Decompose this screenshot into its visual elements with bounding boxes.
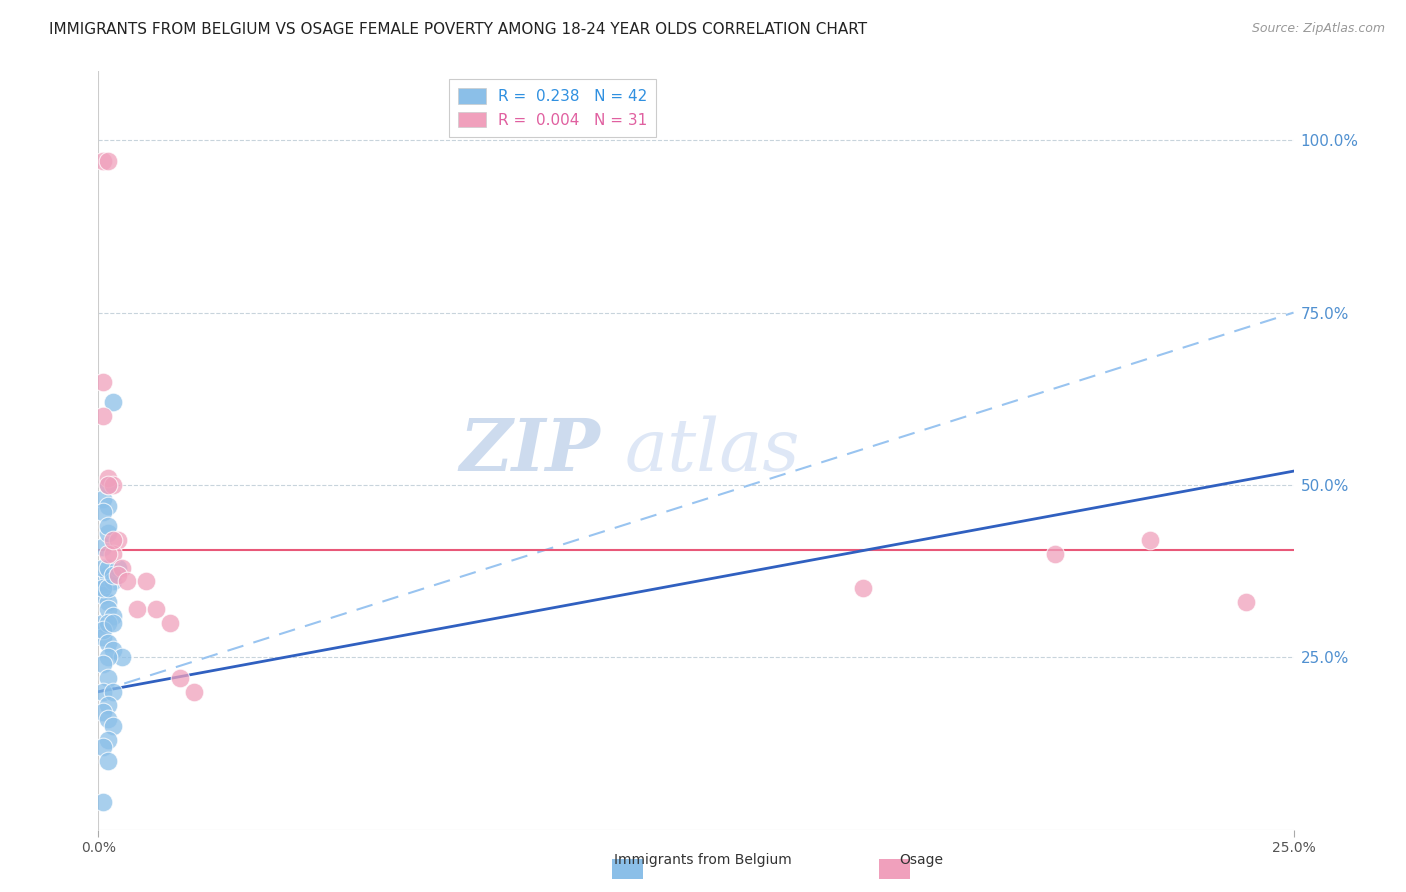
Point <box>97 471 120 485</box>
Legend: R =  0.238   N = 42, R =  0.004   N = 31: R = 0.238 N = 42, R = 0.004 N = 31 <box>449 79 657 137</box>
Point <box>97 526 120 541</box>
Point <box>97 547 120 561</box>
Point <box>97 698 120 713</box>
Point <box>91 560 114 574</box>
Point <box>97 615 120 630</box>
Point <box>159 615 181 630</box>
Point <box>97 754 120 768</box>
Point <box>107 560 129 574</box>
Point <box>183 684 205 698</box>
Point <box>135 574 157 589</box>
Point <box>1139 533 1161 547</box>
Text: Source: ZipAtlas.com: Source: ZipAtlas.com <box>1251 22 1385 36</box>
Point <box>97 582 120 596</box>
Point <box>101 478 124 492</box>
Point <box>852 582 875 596</box>
Point <box>107 533 129 547</box>
Point <box>91 630 114 644</box>
Point <box>91 582 114 596</box>
Point <box>97 602 120 616</box>
Point <box>145 602 167 616</box>
Point <box>101 567 124 582</box>
Point <box>101 615 124 630</box>
Point <box>101 684 124 698</box>
Point <box>91 706 114 720</box>
Point <box>97 499 120 513</box>
Text: Immigrants from Belgium: Immigrants from Belgium <box>614 853 792 867</box>
Point <box>91 153 114 168</box>
Text: atlas: atlas <box>624 415 800 486</box>
Point <box>91 506 114 520</box>
Point <box>91 739 114 754</box>
Point <box>1234 595 1257 609</box>
Point <box>91 615 114 630</box>
Point <box>97 595 120 609</box>
Point <box>97 567 120 582</box>
Point <box>107 567 129 582</box>
Point <box>91 657 114 672</box>
Point <box>91 540 114 554</box>
Point <box>91 375 114 389</box>
Point <box>97 478 120 492</box>
Point <box>125 602 148 616</box>
Point <box>97 671 120 685</box>
Point <box>91 795 114 809</box>
Point <box>91 588 114 602</box>
Point <box>91 409 114 423</box>
Point <box>97 478 120 492</box>
Point <box>101 574 124 589</box>
Point <box>97 636 120 650</box>
Point <box>101 395 124 409</box>
Point <box>111 650 134 665</box>
Point <box>91 623 114 637</box>
Point <box>101 547 124 561</box>
Point <box>1043 547 1066 561</box>
Point <box>115 574 138 589</box>
Point <box>97 733 120 747</box>
Point <box>97 650 120 665</box>
Point <box>169 671 191 685</box>
Point <box>97 560 120 574</box>
Point <box>101 643 124 657</box>
Point <box>97 153 120 168</box>
Point <box>111 560 134 574</box>
Point <box>97 519 120 533</box>
Point <box>101 533 124 547</box>
Point <box>97 712 120 726</box>
Text: ZIP: ZIP <box>460 415 600 486</box>
Point <box>91 684 114 698</box>
Point <box>101 719 124 733</box>
Point <box>91 491 114 506</box>
Text: IMMIGRANTS FROM BELGIUM VS OSAGE FEMALE POVERTY AMONG 18-24 YEAR OLDS CORRELATIO: IMMIGRANTS FROM BELGIUM VS OSAGE FEMALE … <box>49 22 868 37</box>
Point <box>101 608 124 623</box>
Point <box>91 574 114 589</box>
Text: Osage: Osage <box>898 853 943 867</box>
